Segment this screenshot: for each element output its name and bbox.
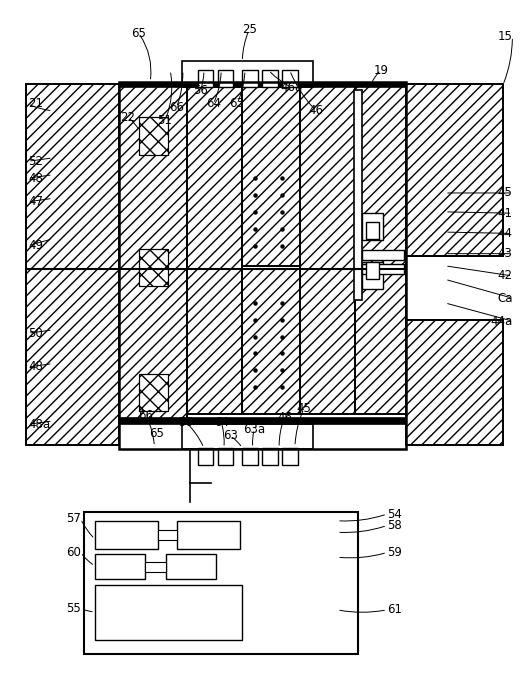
Bar [182, 61, 313, 87]
Text: 48a: 48a [28, 418, 50, 431]
Text: 65: 65 [149, 426, 164, 439]
Bar [139, 249, 168, 286]
Bar [187, 84, 242, 414]
Bar [182, 424, 313, 449]
Bar [218, 448, 234, 464]
Text: 45: 45 [497, 186, 512, 199]
Text: 19: 19 [373, 64, 388, 77]
Bar [366, 222, 379, 239]
Text: 52: 52 [28, 155, 43, 168]
Bar [355, 84, 405, 414]
Bar [85, 512, 358, 653]
Bar [139, 374, 168, 411]
Text: 49: 49 [28, 239, 43, 252]
Bar [187, 84, 242, 414]
Bar [158, 530, 177, 540]
Text: 63a: 63a [243, 422, 265, 435]
Bar [262, 448, 278, 464]
Text: 48: 48 [28, 171, 43, 185]
Bar [362, 262, 384, 290]
Text: 46: 46 [309, 104, 323, 117]
Text: 64: 64 [214, 415, 229, 429]
Text: 15: 15 [497, 30, 512, 43]
Bar [362, 214, 384, 240]
Bar [300, 84, 355, 414]
Text: 63: 63 [223, 429, 238, 442]
Text: 46: 46 [277, 411, 292, 424]
Bar [27, 84, 119, 445]
Text: 56: 56 [193, 84, 207, 97]
Bar [405, 84, 503, 256]
Bar [119, 84, 187, 421]
Bar [362, 250, 404, 260]
Bar [366, 262, 379, 279]
Bar [355, 84, 405, 414]
Text: 47: 47 [28, 195, 43, 208]
Text: 66: 66 [169, 101, 184, 114]
Text: 60: 60 [66, 546, 81, 559]
Text: 42: 42 [497, 269, 512, 282]
Bar [354, 90, 362, 299]
Text: 50: 50 [28, 327, 43, 340]
Text: 21: 21 [28, 97, 43, 110]
Bar [95, 554, 145, 579]
Text: 44a: 44a [490, 315, 512, 328]
Text: 66: 66 [138, 409, 153, 422]
Bar [282, 448, 297, 464]
Bar [242, 269, 300, 414]
Bar [95, 521, 158, 549]
Text: 22: 22 [121, 111, 136, 124]
Text: 51: 51 [157, 114, 172, 127]
Bar [119, 418, 405, 424]
Bar [139, 118, 168, 154]
Text: 48: 48 [28, 360, 43, 373]
Bar [197, 448, 213, 464]
Bar [242, 70, 258, 87]
Bar [242, 84, 300, 266]
Text: 54: 54 [387, 507, 402, 520]
Bar [139, 249, 168, 286]
Text: Ca: Ca [497, 292, 512, 305]
Bar [242, 269, 300, 414]
Bar [139, 118, 168, 154]
Text: 43: 43 [497, 247, 512, 260]
Bar [95, 585, 242, 640]
Text: 61: 61 [387, 603, 402, 616]
Bar [405, 320, 503, 445]
Text: 56: 56 [179, 415, 194, 429]
Bar [197, 70, 213, 87]
Text: 65: 65 [131, 27, 146, 39]
Bar [300, 84, 355, 414]
Text: 59: 59 [387, 546, 402, 559]
Bar [262, 70, 278, 87]
Bar [405, 320, 503, 445]
Bar [177, 521, 240, 549]
Text: 57: 57 [66, 512, 81, 525]
Bar [145, 562, 166, 572]
Text: 46a: 46a [280, 81, 302, 94]
Bar [139, 374, 168, 411]
Text: 44: 44 [497, 227, 512, 240]
Text: 41: 41 [497, 207, 512, 220]
Text: 64: 64 [206, 97, 221, 110]
Text: 55: 55 [66, 602, 81, 615]
Bar [405, 84, 503, 256]
Bar [119, 84, 187, 421]
Bar [166, 554, 216, 579]
Bar [218, 70, 234, 87]
Bar [27, 84, 119, 445]
Bar [119, 84, 405, 87]
Bar [119, 82, 405, 449]
Text: 25: 25 [242, 23, 256, 36]
Text: 45: 45 [296, 403, 311, 415]
Bar [242, 84, 300, 266]
Text: 58: 58 [387, 519, 402, 532]
Bar [362, 264, 404, 274]
Bar [242, 448, 258, 464]
Text: 63: 63 [230, 97, 245, 110]
Bar [282, 70, 297, 87]
